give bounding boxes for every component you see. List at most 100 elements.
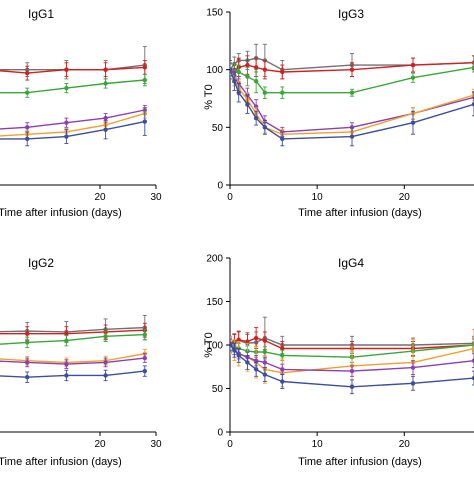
chart-panel-0: IgG1 20 30 Time after infusion (days) xyxy=(0,7,162,219)
data-point xyxy=(25,70,30,76)
data-point xyxy=(64,373,69,378)
data-point xyxy=(232,348,237,353)
data-point xyxy=(410,120,416,125)
y-axis-label: % T0 xyxy=(203,84,215,109)
data-point xyxy=(253,358,259,363)
data-point xyxy=(142,77,147,83)
data-point xyxy=(103,360,108,365)
x-tick-label: 20 xyxy=(94,439,106,450)
data-point xyxy=(103,373,108,378)
plot-area xyxy=(0,46,147,147)
x-axis-label: Time after infusion (days) xyxy=(298,456,422,468)
series-line xyxy=(0,333,145,345)
data-point xyxy=(280,69,285,75)
y-tick-label: 0 xyxy=(217,181,223,192)
data-point xyxy=(64,361,69,367)
series-line xyxy=(0,79,145,94)
data-point xyxy=(262,125,268,130)
x-tick-label: 30 xyxy=(150,192,162,203)
series-line xyxy=(0,112,145,137)
panel-title: IgG4 xyxy=(338,256,364,270)
data-point xyxy=(103,115,108,121)
data-point xyxy=(64,134,69,139)
data-point xyxy=(349,67,355,72)
data-point xyxy=(280,136,285,142)
data-point xyxy=(25,125,30,130)
data-point xyxy=(253,79,259,84)
data-point xyxy=(142,65,147,70)
data-point xyxy=(103,67,108,72)
data-point xyxy=(230,67,233,72)
series-blue xyxy=(0,107,147,147)
data-point xyxy=(232,79,237,84)
x-axis-label: Time after infusion (days) xyxy=(0,207,122,219)
series-line xyxy=(230,344,474,388)
data-point xyxy=(103,127,108,132)
y-axis-label: % T0 xyxy=(203,332,215,357)
data-point xyxy=(471,65,474,70)
series-line xyxy=(230,344,474,358)
x-tick-label: 0 xyxy=(227,192,233,203)
series-green xyxy=(0,73,147,98)
plot-area xyxy=(230,316,474,395)
data-point xyxy=(64,120,69,125)
series-line xyxy=(230,69,474,133)
data-point xyxy=(410,365,416,370)
series-green xyxy=(0,328,147,349)
x-tick-label: 20 xyxy=(94,192,106,203)
plot-area xyxy=(0,314,147,383)
x-tick-label: 0 xyxy=(227,439,233,450)
series-line xyxy=(230,57,474,71)
data-point xyxy=(236,69,241,75)
series-gray xyxy=(0,314,147,343)
x-axis-label: Time after infusion (days) xyxy=(298,207,422,219)
x-tick-label: 10 xyxy=(312,439,324,450)
x-tick-label: 30 xyxy=(150,439,162,450)
data-point xyxy=(64,85,69,91)
data-point xyxy=(25,136,30,142)
data-point xyxy=(349,368,355,374)
series-blue xyxy=(230,337,474,395)
data-point xyxy=(410,381,416,386)
panel-title: IgG3 xyxy=(338,7,364,21)
data-point xyxy=(280,346,285,351)
data-point xyxy=(280,379,285,384)
data-point xyxy=(142,368,147,374)
panel-title: IgG1 xyxy=(28,7,54,21)
data-point xyxy=(253,65,259,70)
series-blue xyxy=(230,59,474,147)
data-point xyxy=(245,102,250,107)
data-point xyxy=(103,334,108,339)
x-tick-label: 20 xyxy=(399,439,411,450)
series-line xyxy=(230,344,474,372)
series-line xyxy=(0,357,145,365)
data-point xyxy=(64,338,69,343)
y-tick-label: 100 xyxy=(206,341,223,352)
x-axis-label: Time after infusion (days) xyxy=(0,456,122,468)
data-point xyxy=(236,337,241,342)
y-tick-label: 0 xyxy=(217,428,223,439)
data-point xyxy=(142,119,147,124)
series-line xyxy=(230,337,474,350)
series-line xyxy=(230,66,474,94)
data-point xyxy=(253,367,259,372)
series-line xyxy=(230,69,474,136)
data-point xyxy=(262,372,268,377)
y-tick-label: 200 xyxy=(206,254,223,265)
chart-panel-2: IgG2 20 30 Time after infusion (days) xyxy=(0,256,162,468)
series-blue xyxy=(0,365,147,383)
data-point xyxy=(410,62,416,68)
y-tick-label: 50 xyxy=(212,123,224,134)
data-point xyxy=(245,62,250,68)
plot-area xyxy=(230,43,474,147)
data-point xyxy=(280,90,285,95)
y-tick-label: 150 xyxy=(206,8,223,19)
data-point xyxy=(262,360,268,365)
chart-panel-1: IgG3 0 10 20 Time after infusion (days) 0 50 10… xyxy=(203,7,474,219)
data-point xyxy=(236,90,241,95)
panel-title: IgG2 xyxy=(28,256,54,270)
series-purple xyxy=(0,353,147,369)
data-point xyxy=(262,67,268,72)
data-point xyxy=(253,115,259,121)
